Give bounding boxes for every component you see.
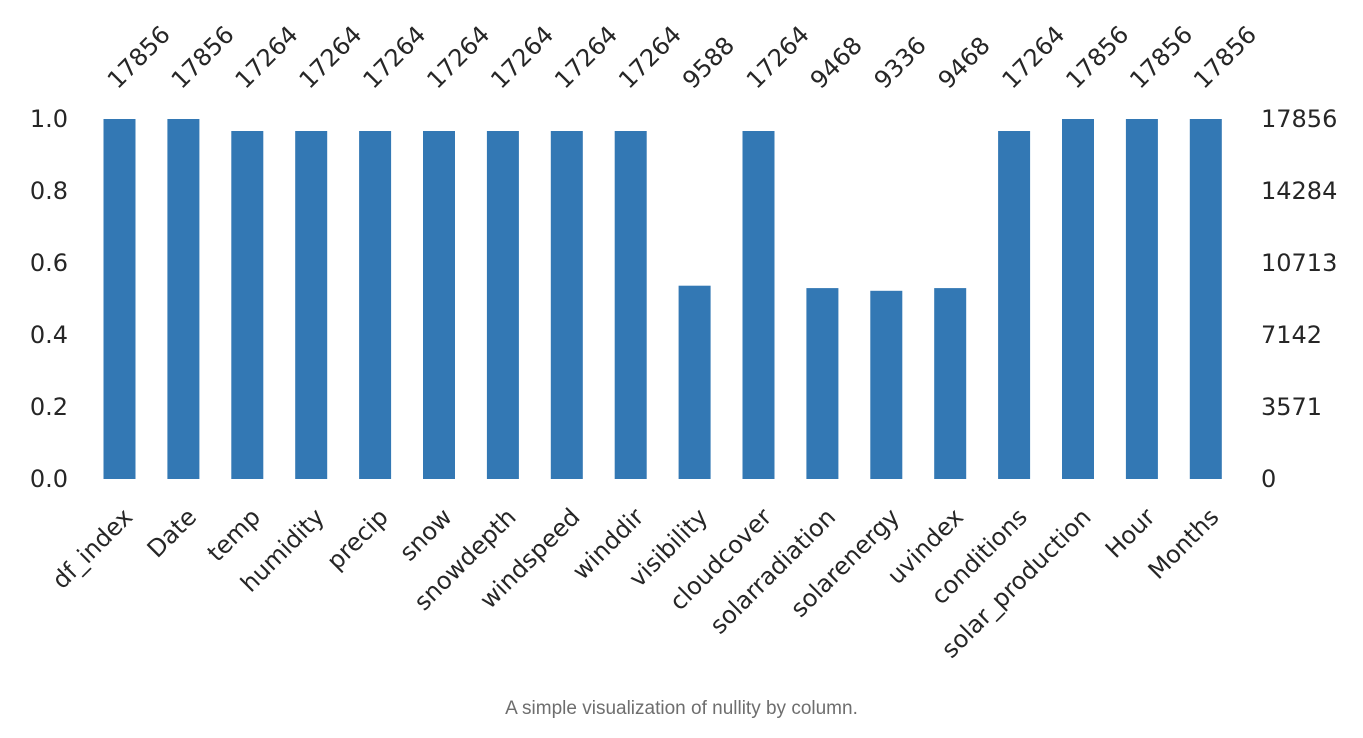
- bar-winddir: [614, 131, 647, 479]
- bar-temp: [231, 131, 264, 479]
- bar-snow: [423, 131, 455, 479]
- right-axis: 0 3571 7142 10713 14284 17856: [1261, 105, 1337, 493]
- left-tick-label: 0.0: [30, 465, 68, 493]
- count-label-df_index: 17856: [102, 20, 176, 94]
- bar-conditions: [998, 131, 1031, 479]
- count-label-cloudcover: 17264: [741, 20, 815, 94]
- left-tick-label: 0.8: [30, 177, 68, 205]
- bar-visibility: [678, 285, 711, 479]
- bar-solarenergy: [870, 290, 903, 479]
- category-label-precip: precip: [321, 503, 393, 575]
- bar-precip: [359, 131, 392, 479]
- bars-group: [103, 119, 1222, 479]
- bar-Months: [1189, 119, 1222, 479]
- category-label-Months: Months: [1143, 503, 1225, 585]
- bar-uvindex: [934, 288, 967, 479]
- count-label-visibility: 9588: [677, 31, 740, 94]
- left-tick-label: 0.6: [30, 249, 68, 277]
- chart-caption: A simple visualization of nullity by col…: [505, 698, 858, 719]
- left-tick-label: 0.4: [30, 321, 68, 349]
- count-label-solarenergy: 9336: [869, 31, 932, 94]
- count-label-solarradiation: 9468: [805, 31, 868, 94]
- category-label-Date: Date: [142, 503, 202, 563]
- right-tick-label: 14284: [1261, 177, 1337, 205]
- category-label-Hour: Hour: [1100, 503, 1161, 564]
- bar-snowdepth: [486, 131, 519, 479]
- count-label-Months: 17856: [1188, 20, 1262, 94]
- category-label-df_index: df_index: [47, 503, 138, 594]
- bar-Hour: [1125, 119, 1158, 479]
- right-tick-label: 3571: [1261, 393, 1322, 421]
- right-tick-label: 17856: [1261, 105, 1337, 133]
- bar-solar_production: [1062, 119, 1094, 479]
- count-label-winddir: 17264: [613, 20, 687, 94]
- count-label-humidity: 17264: [294, 20, 368, 94]
- right-tick-label: 0: [1261, 465, 1276, 493]
- count-label-snowdepth: 17264: [485, 20, 559, 94]
- left-tick-label: 0.2: [30, 393, 68, 421]
- bar-df_index: [103, 119, 136, 479]
- left-tick-label: 1.0: [30, 105, 68, 133]
- count-label-solar_production: 17856: [1060, 20, 1134, 94]
- right-tick-label: 10713: [1261, 249, 1337, 277]
- bar-cloudcover: [742, 131, 775, 479]
- left-axis: 0.0 0.2 0.4 0.6 0.8 1.0: [30, 105, 68, 493]
- count-label-Date: 17856: [166, 20, 240, 94]
- bar-windspeed: [550, 131, 583, 479]
- count-label-snow: 17264: [421, 20, 495, 94]
- bar-solarradiation: [806, 288, 839, 479]
- count-label-precip: 17264: [358, 20, 432, 94]
- count-label-Hour: 17856: [1124, 20, 1198, 94]
- right-tick-label: 7142: [1261, 321, 1322, 349]
- count-label-uvindex: 9468: [933, 31, 996, 94]
- count-labels: 1785617856172641726417264172641726417264…: [102, 20, 1262, 94]
- count-label-temp: 17264: [230, 20, 304, 94]
- count-label-windspeed: 17264: [549, 20, 623, 94]
- bar-Date: [167, 119, 200, 479]
- count-label-conditions: 17264: [997, 20, 1071, 94]
- bar-humidity: [295, 131, 328, 479]
